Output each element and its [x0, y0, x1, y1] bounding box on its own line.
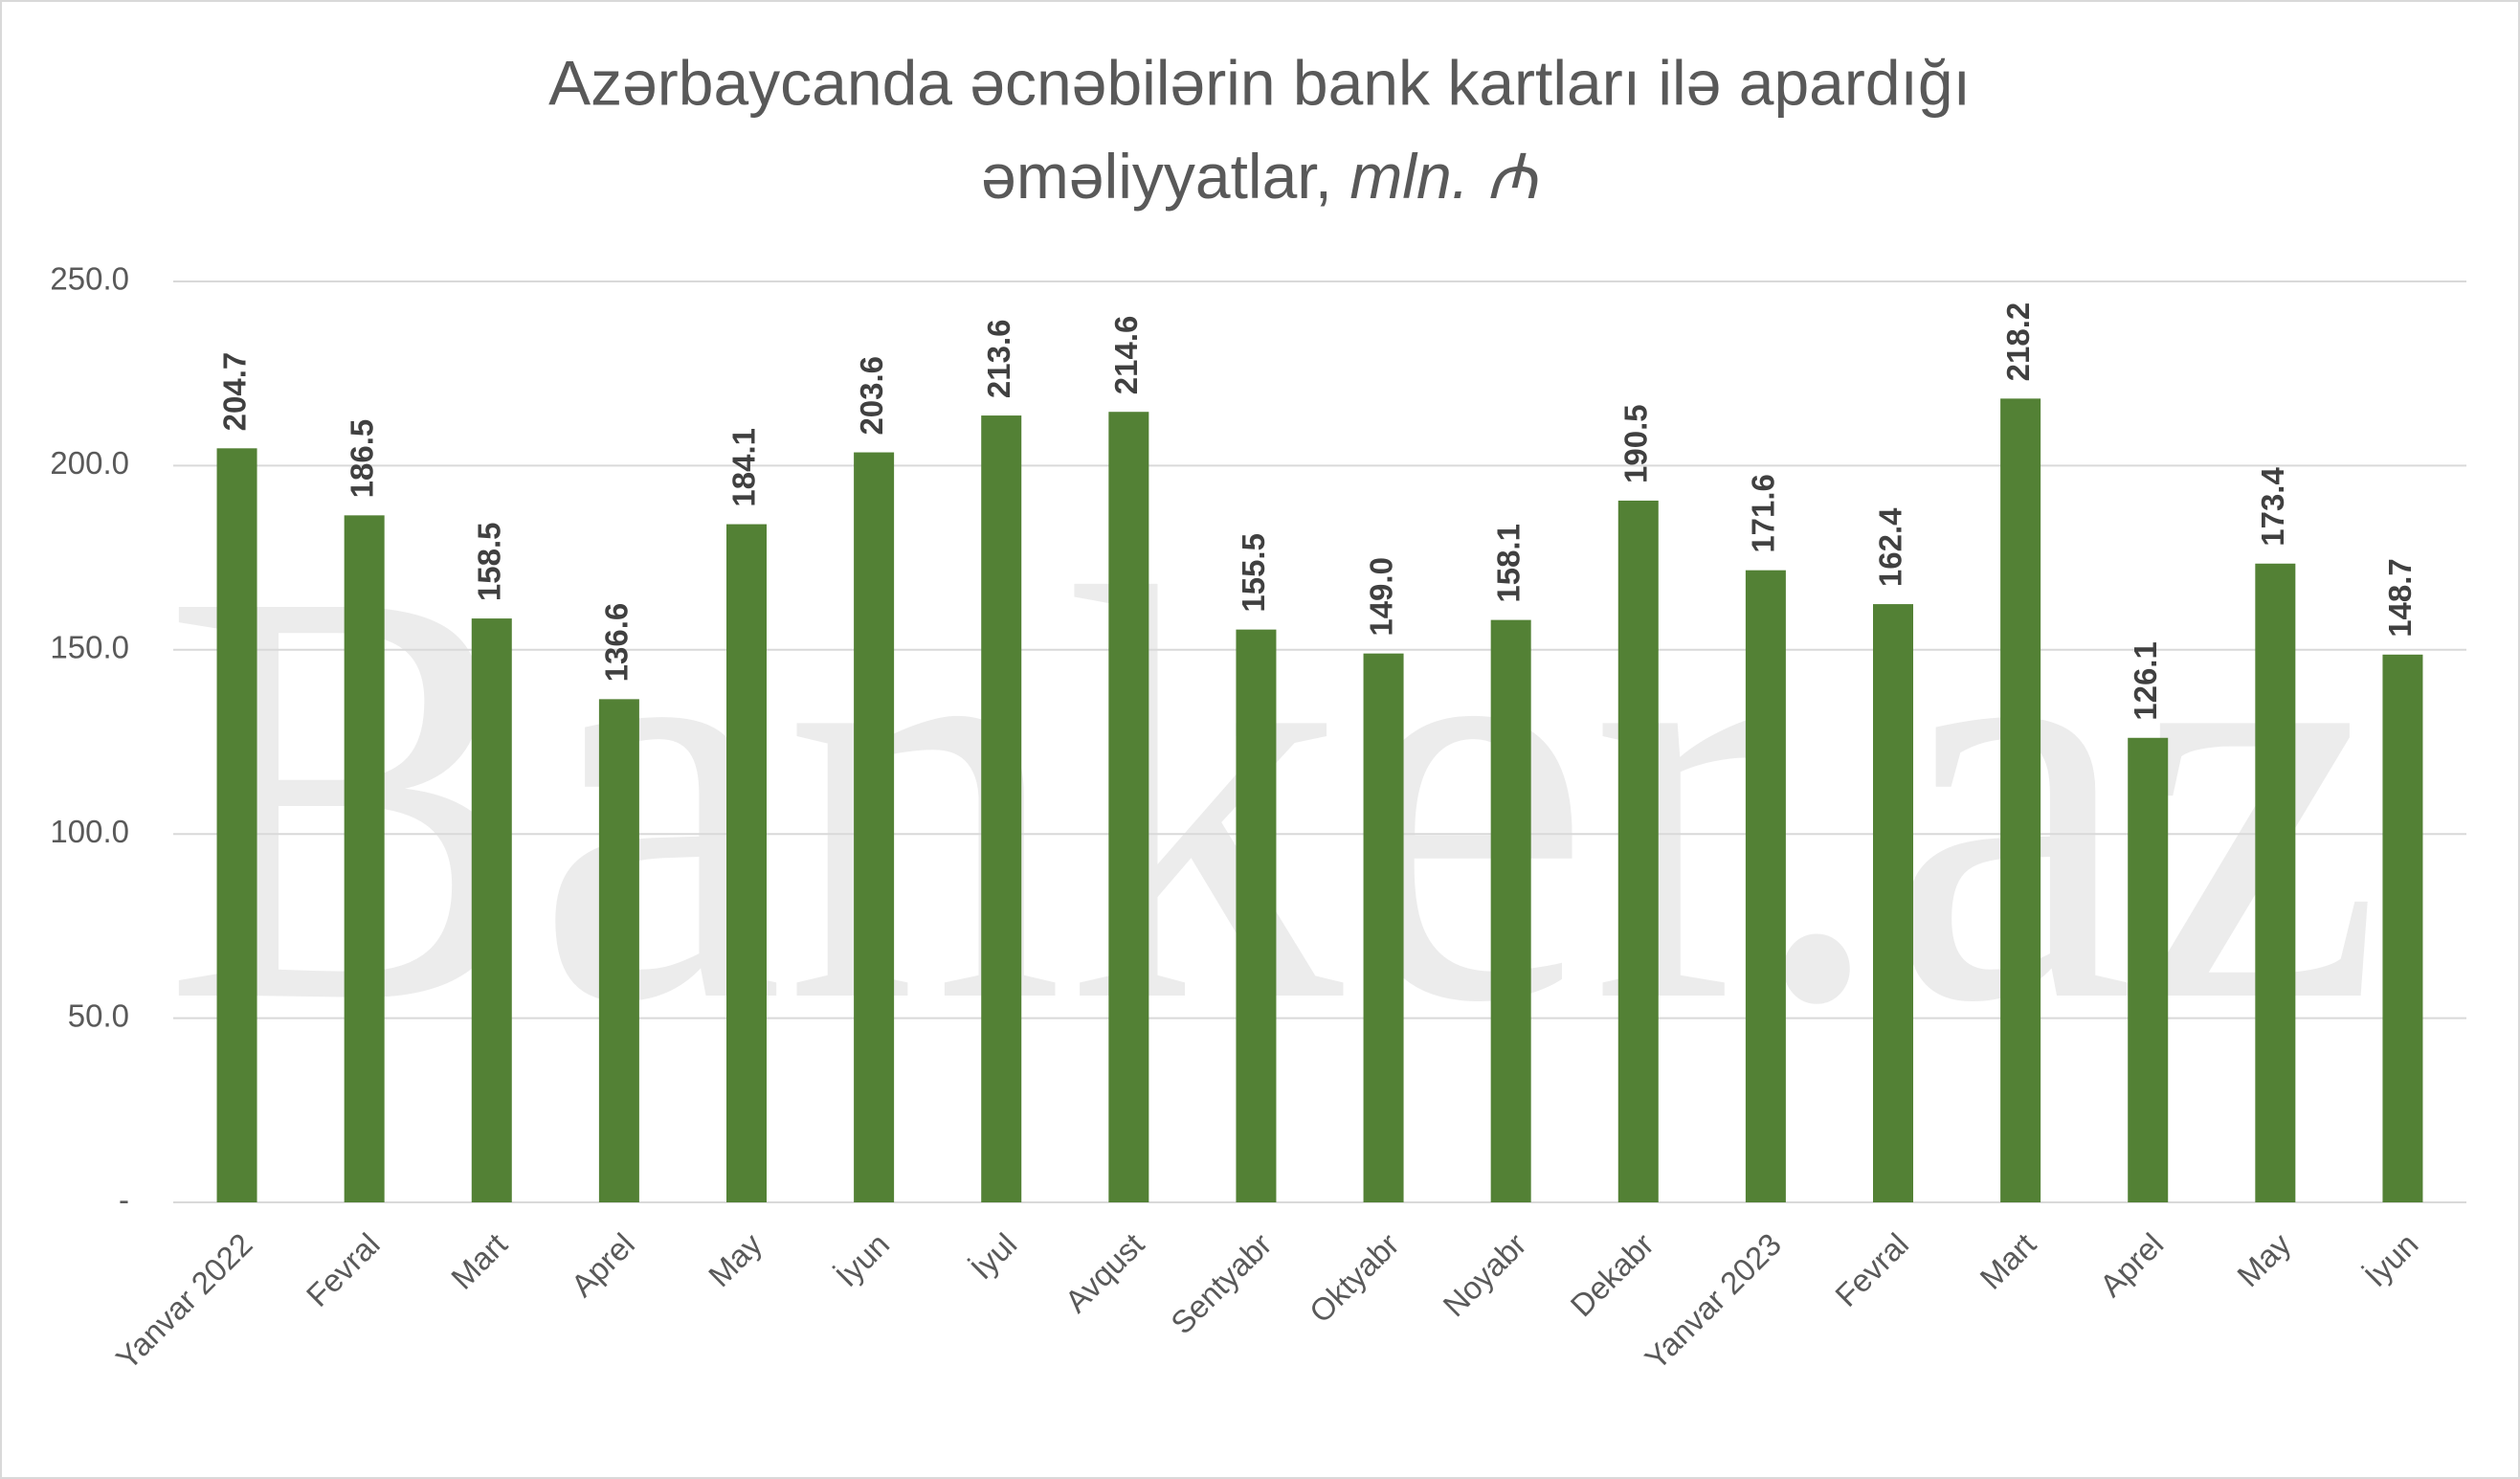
y-tick-label: 150.0	[50, 630, 129, 665]
chart-title-unit: mln. ₼	[1349, 141, 1538, 212]
data-label: 158.5	[471, 522, 506, 601]
data-label: 136.6	[599, 603, 635, 683]
data-label: 173.4	[2255, 467, 2290, 547]
bar	[216, 448, 257, 1202]
data-label: 158.1	[1490, 524, 1526, 603]
data-label: 204.7	[216, 352, 252, 432]
y-tick-label: 200.0	[50, 445, 129, 481]
data-label: 213.6	[981, 319, 1016, 398]
y-tick-label: -	[119, 1182, 129, 1218]
data-label: 171.6	[1746, 474, 1781, 553]
data-label: 149.0	[1363, 557, 1398, 637]
data-label: 184.1	[726, 428, 762, 507]
bar	[1108, 412, 1149, 1202]
bar	[344, 515, 385, 1202]
chart-title-line2: əməliyyatlar, mln. ₼	[981, 141, 1538, 212]
bar	[981, 415, 1022, 1202]
bar	[1236, 629, 1277, 1202]
data-label: 203.6	[854, 356, 889, 436]
bar	[471, 618, 512, 1202]
bar	[2128, 737, 2169, 1202]
data-label: 162.4	[1873, 507, 1908, 587]
bar	[854, 452, 895, 1202]
bar	[2000, 398, 2041, 1202]
data-label: 126.1	[2128, 641, 2163, 721]
bar	[1617, 500, 1659, 1202]
bar	[1745, 570, 1786, 1202]
y-tick-label: 250.0	[50, 261, 129, 297]
data-label: 186.5	[344, 419, 379, 499]
data-label: 218.2	[2000, 303, 2036, 382]
chart-title-text: əməliyyatlar,	[981, 141, 1332, 212]
data-label: 155.5	[1236, 533, 1271, 613]
chart-title: Azərbaycanda əcnəbilərin bank kartları i…	[548, 47, 1971, 118]
data-label: 190.5	[1617, 404, 1653, 483]
data-label: 148.7	[2382, 558, 2418, 638]
y-tick-label: 50.0	[68, 997, 129, 1033]
y-tick-label: 100.0	[50, 814, 129, 849]
bar	[726, 524, 767, 1202]
bar	[1490, 619, 1531, 1202]
bar	[2255, 563, 2296, 1202]
data-label: 214.6	[1108, 316, 1144, 395]
bar	[1873, 604, 1913, 1202]
bar	[598, 699, 639, 1202]
bar	[2382, 654, 2423, 1202]
bar	[1363, 653, 1404, 1202]
